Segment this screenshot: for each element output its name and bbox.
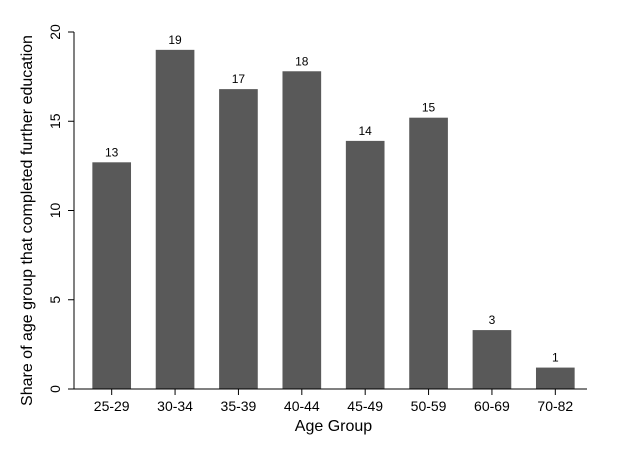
x-tick-label: 30-34 [157, 398, 193, 414]
data-labels-group: 13 19 17 18 14 15 3 1 [105, 33, 559, 365]
bar-45-49 [345, 140, 385, 389]
y-tick-label: 20 [47, 24, 63, 40]
data-label-40-44: 18 [295, 54, 309, 68]
x-tick-label: 70-82 [537, 398, 573, 414]
bar-40-44 [282, 71, 322, 390]
x-tick-label: 25-29 [94, 398, 130, 414]
x-tick-label: 35-39 [221, 398, 257, 414]
data-label-30-34: 19 [168, 33, 182, 47]
x-axis-ticks: 25-29 30-34 35-39 40-44 45-49 50-59 60-69 70-82 [94, 389, 573, 414]
bar-25-29 [92, 162, 132, 389]
data-label-45-49: 14 [359, 124, 373, 138]
data-label-70-82: 1 [552, 351, 559, 365]
data-label-25-29: 13 [105, 145, 119, 159]
bar-35-39 [219, 89, 258, 390]
bar-30-34 [155, 49, 195, 389]
data-label-50-59: 15 [422, 101, 436, 115]
y-tick-label: 5 [47, 296, 63, 304]
y-tick-label: 0 [47, 385, 63, 393]
bars-group [92, 49, 575, 390]
bar-50-59 [409, 117, 448, 390]
y-axis-ticks: 0 5 10 15 20 [47, 24, 74, 393]
y-tick-label: 15 [47, 113, 63, 129]
x-tick-label: 50-59 [411, 398, 447, 414]
data-label-60-69: 3 [489, 313, 496, 327]
x-tick-label: 45-49 [347, 398, 383, 414]
x-axis-title: Age Group [295, 418, 372, 435]
x-tick-label: 60-69 [474, 398, 510, 414]
y-axis-title: Share of age group that completed furthe… [19, 35, 36, 406]
data-label-35-39: 17 [232, 72, 246, 86]
y-tick-label: 10 [47, 203, 63, 219]
bar-70-82 [535, 367, 575, 389]
bar-60-69 [472, 330, 512, 389]
x-tick-label: 40-44 [284, 398, 320, 414]
